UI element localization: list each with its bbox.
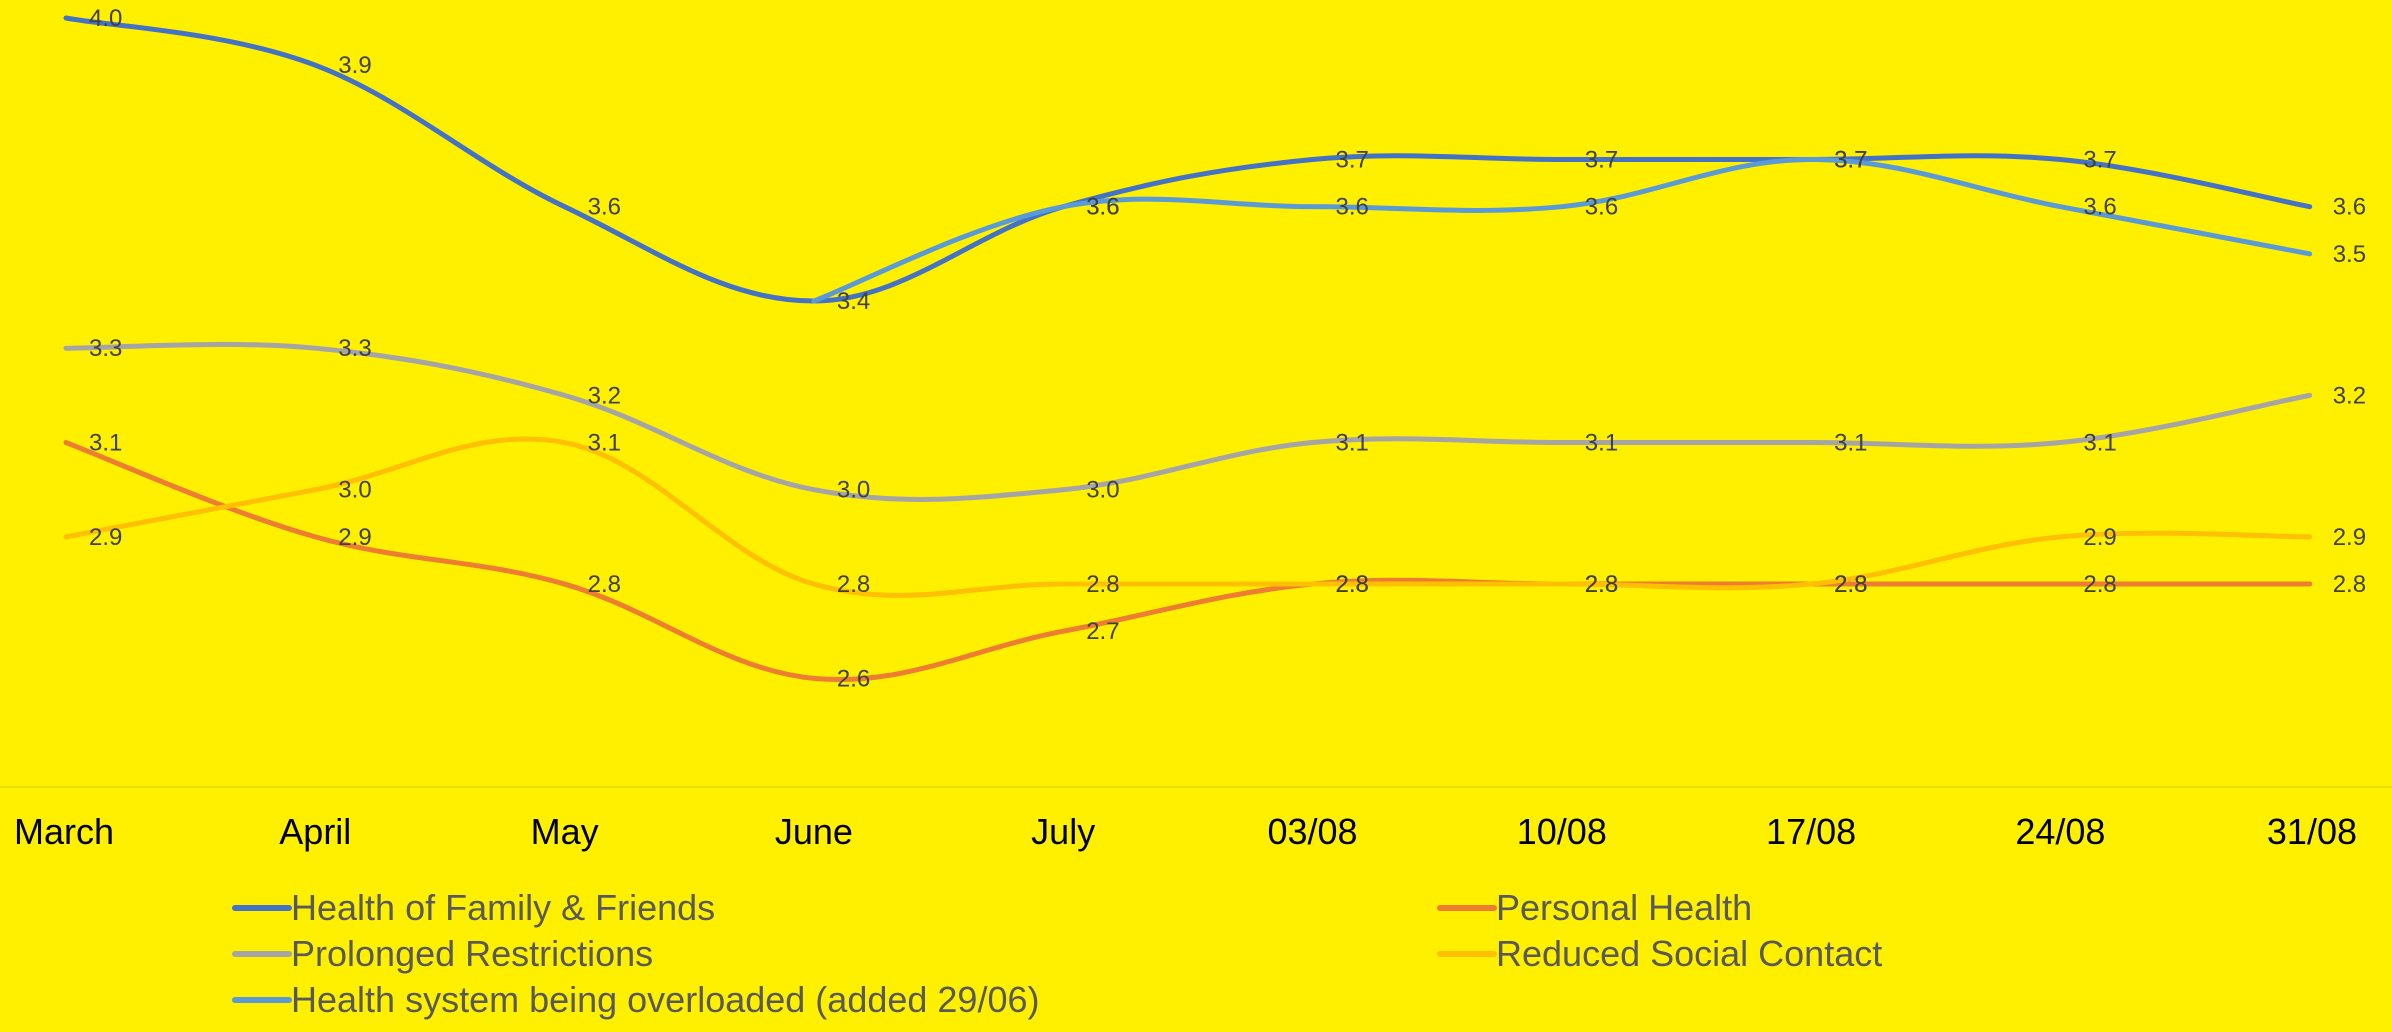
data-label: 3.6 bbox=[2083, 194, 2116, 221]
series-line-personal-health bbox=[63, 440, 2313, 683]
series-layer bbox=[63, 15, 2313, 683]
data-label: 2.8 bbox=[588, 571, 621, 598]
legend-label: Health of Family & Friends bbox=[291, 887, 715, 928]
x-tick-label: 17/08 bbox=[1766, 811, 1856, 852]
legend-item-health-of-family-friends: Health of Family & Friends bbox=[232, 887, 715, 928]
x-tick-label: April bbox=[279, 811, 351, 852]
data-label: 3.1 bbox=[1585, 430, 1618, 457]
data-label: 3.6 bbox=[1336, 194, 1369, 221]
series-line-health-system-being-overloaded-added-29-06 bbox=[811, 157, 2313, 304]
legend-label: Personal Health bbox=[1496, 887, 1752, 928]
data-label: 2.7 bbox=[1086, 618, 1119, 645]
data-label: 3.0 bbox=[338, 477, 371, 504]
data-label: 3.7 bbox=[1834, 147, 1867, 174]
data-label: 2.8 bbox=[1336, 571, 1369, 598]
legend-item-reduced-social-contact: Reduced Social Contact bbox=[1437, 933, 1882, 974]
data-label: 3.1 bbox=[1336, 430, 1369, 457]
data-label: 3.3 bbox=[338, 335, 371, 362]
legend-label: Prolonged Restrictions bbox=[291, 933, 653, 974]
data-label: 3.1 bbox=[2083, 430, 2116, 457]
x-tick-label: July bbox=[1031, 811, 1095, 852]
legend-item-health-system-being-overloaded-added-29-06: Health system being overloaded (added 29… bbox=[232, 979, 1039, 1020]
data-label: 3.5 bbox=[2333, 241, 2366, 268]
data-label: 2.9 bbox=[338, 524, 371, 551]
legend-item-personal-health: Personal Health bbox=[1437, 887, 1752, 928]
data-label: 3.1 bbox=[89, 430, 122, 457]
data-label: 2.8 bbox=[1585, 571, 1618, 598]
x-tick-label: 10/08 bbox=[1517, 811, 1607, 852]
data-label: 2.8 bbox=[1086, 571, 1119, 598]
series-line-health-of-family-friends bbox=[63, 15, 2313, 304]
data-label: 2.9 bbox=[2083, 524, 2116, 551]
x-tick-label: 31/08 bbox=[2267, 811, 2357, 852]
series-line-reduced-social-contact bbox=[63, 436, 2313, 598]
data-label: 2.8 bbox=[2083, 571, 2116, 598]
data-label: 3.6 bbox=[2333, 194, 2366, 221]
data-label: 3.0 bbox=[1086, 477, 1119, 504]
x-tick-label: 24/08 bbox=[2015, 811, 2105, 852]
data-label: 2.8 bbox=[1585, 571, 1618, 598]
data-label: 2.8 bbox=[1336, 571, 1369, 598]
data-label: 3.2 bbox=[2333, 382, 2366, 409]
data-label: 3.1 bbox=[1834, 430, 1867, 457]
data-label: 3.7 bbox=[1336, 147, 1369, 174]
data-label: 4.0 bbox=[89, 5, 122, 32]
data-label: 3.3 bbox=[89, 335, 122, 362]
legend-label: Reduced Social Contact bbox=[1496, 933, 1882, 974]
data-label: 3.6 bbox=[1086, 194, 1119, 221]
data-label: 3.6 bbox=[588, 194, 621, 221]
legend-label: Health system being overloaded (added 29… bbox=[291, 979, 1039, 1020]
data-label: 3.7 bbox=[1585, 147, 1618, 174]
x-tick-label: 03/08 bbox=[1267, 811, 1357, 852]
series-line-prolonged-restrictions bbox=[63, 341, 2313, 502]
data-label: 2.9 bbox=[89, 524, 122, 551]
legend-item-prolonged-restrictions: Prolonged Restrictions bbox=[232, 933, 653, 974]
data-label: 3.2 bbox=[588, 382, 621, 409]
data-label: 3.7 bbox=[1834, 147, 1867, 174]
data-label: 2.8 bbox=[1834, 571, 1867, 598]
data-label: 3.6 bbox=[1585, 194, 1618, 221]
data-label: 2.8 bbox=[1834, 571, 1867, 598]
x-tick-label: May bbox=[531, 811, 599, 852]
data-label: 3.4 bbox=[837, 288, 870, 315]
x-tick-label: March bbox=[14, 811, 114, 852]
data-label: 3.7 bbox=[2083, 147, 2116, 174]
data-label: 3.6 bbox=[1086, 194, 1119, 221]
data-label: 3.9 bbox=[338, 52, 371, 79]
x-axis-ticks: March April May June July 03/08 10/08 17/08 24/0… bbox=[14, 811, 2357, 852]
data-label: 2.8 bbox=[2333, 571, 2366, 598]
data-label: 2.8 bbox=[837, 571, 870, 598]
data-label: 2.6 bbox=[837, 665, 870, 692]
x-tick-label: June bbox=[775, 811, 853, 852]
data-label: 3.1 bbox=[588, 430, 621, 457]
data-label-layer: 4.0 3.9 3.6 3.4 3.6 3.7 3.7 3.7 3.7 3.6 3.1 2.9 2.8 2… bbox=[89, 5, 2366, 692]
data-label: 2.9 bbox=[2333, 524, 2366, 551]
data-label: 3.0 bbox=[837, 477, 870, 504]
legend: Health of Family & Friends Personal Healt… bbox=[232, 887, 1882, 1020]
